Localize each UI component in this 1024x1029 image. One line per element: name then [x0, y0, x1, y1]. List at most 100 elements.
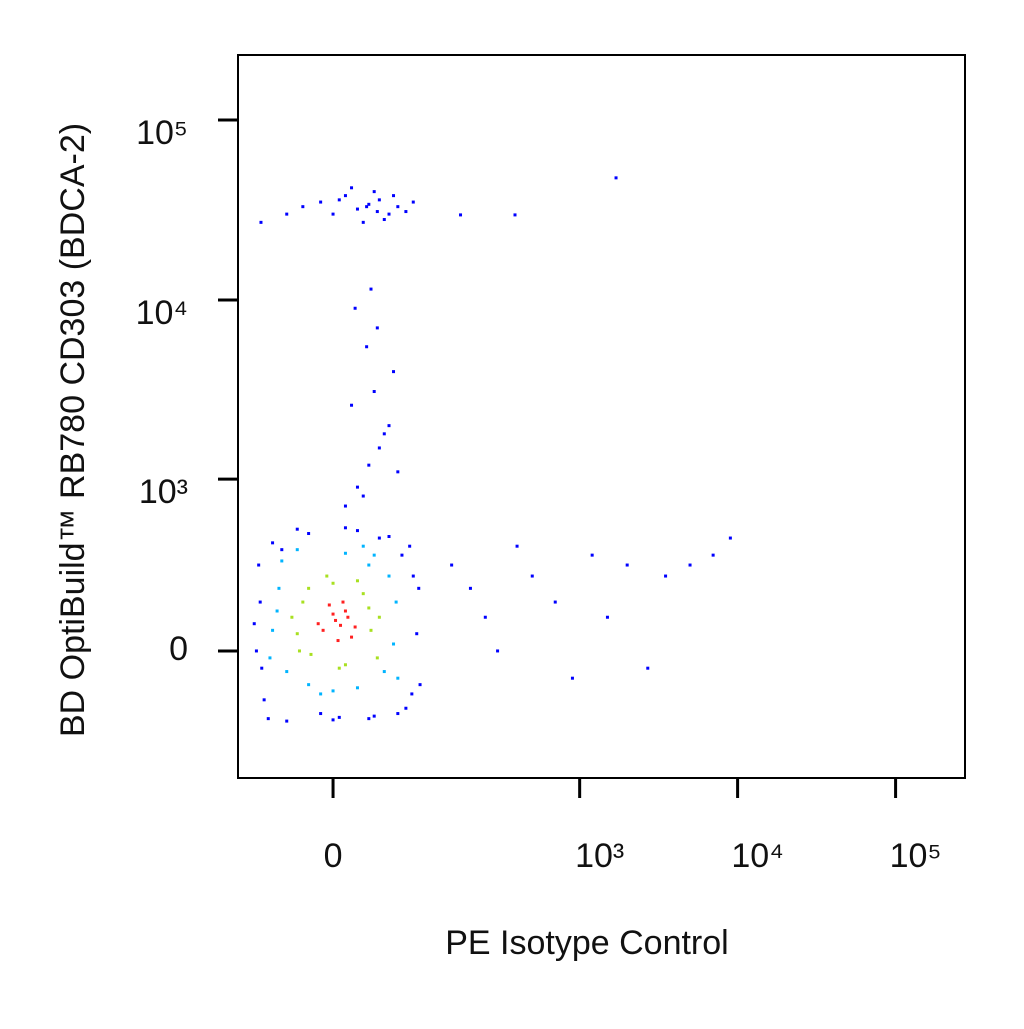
point [307, 586, 311, 590]
point [343, 504, 347, 508]
point [331, 581, 335, 585]
point [404, 210, 408, 214]
point [355, 529, 359, 533]
point [728, 536, 732, 540]
point [339, 623, 343, 627]
point [367, 717, 371, 721]
point [361, 592, 365, 596]
point [387, 574, 391, 578]
point [483, 615, 487, 619]
point [688, 563, 692, 567]
point [336, 639, 340, 643]
point [297, 649, 301, 653]
point [392, 642, 396, 646]
point [271, 628, 275, 632]
point [496, 649, 500, 653]
point [382, 432, 386, 436]
point [382, 670, 386, 674]
point [285, 719, 289, 723]
point [530, 574, 534, 578]
point [285, 212, 289, 216]
point [418, 683, 422, 687]
point [365, 345, 369, 349]
point [355, 485, 359, 489]
point [377, 615, 381, 619]
point [355, 686, 359, 690]
point [258, 600, 262, 604]
point [614, 176, 618, 180]
point [350, 186, 354, 190]
point [553, 600, 557, 604]
point [341, 600, 345, 604]
point [382, 218, 386, 222]
point [367, 563, 371, 567]
point [307, 683, 311, 687]
point [290, 615, 294, 619]
point [411, 200, 415, 204]
x-tick-label: 10⁵ [890, 837, 942, 875]
point [375, 326, 379, 330]
point [350, 635, 354, 639]
plot-frame [237, 54, 966, 779]
point [468, 586, 472, 590]
point [301, 205, 305, 209]
y-tick-label: 0 [169, 630, 188, 668]
y-tick-label: 10⁴ [136, 294, 188, 332]
point [372, 553, 376, 557]
point [252, 622, 256, 626]
point [394, 600, 398, 604]
point [361, 544, 365, 548]
point [331, 689, 335, 693]
point [268, 656, 272, 660]
point [343, 526, 347, 530]
point [353, 306, 357, 310]
point [309, 652, 313, 656]
point [334, 618, 338, 622]
point [404, 706, 408, 710]
point [605, 615, 609, 619]
point [343, 551, 347, 555]
point [417, 586, 421, 590]
point [410, 692, 414, 696]
point [590, 553, 594, 557]
point [400, 553, 404, 557]
point [337, 666, 341, 670]
x-tick-label: 10³ [575, 837, 624, 875]
point [513, 213, 517, 217]
point [369, 628, 373, 632]
point [254, 649, 258, 653]
x-tick-label: 0 [324, 837, 343, 875]
point [319, 692, 323, 696]
point [515, 544, 519, 548]
point [367, 202, 371, 206]
point [396, 676, 400, 680]
point [570, 676, 574, 680]
point [625, 563, 629, 567]
point [355, 207, 359, 211]
point [275, 609, 279, 613]
point [260, 666, 264, 670]
y-tick-label: 10⁵ [136, 114, 188, 152]
point [285, 670, 289, 674]
x-axis-label: PE Isotype Control [445, 924, 728, 962]
point [280, 559, 284, 563]
point [321, 628, 325, 632]
point [331, 212, 335, 216]
point [387, 212, 391, 216]
point [365, 205, 369, 209]
point [387, 535, 391, 539]
point [711, 553, 715, 557]
point [392, 194, 396, 198]
point [369, 287, 373, 291]
point [259, 220, 263, 224]
point [337, 198, 341, 202]
point [353, 625, 357, 629]
point [325, 574, 329, 578]
point [396, 205, 400, 209]
point [396, 712, 400, 716]
point [295, 527, 299, 531]
point [408, 544, 412, 548]
point [266, 717, 270, 721]
point [271, 541, 275, 545]
